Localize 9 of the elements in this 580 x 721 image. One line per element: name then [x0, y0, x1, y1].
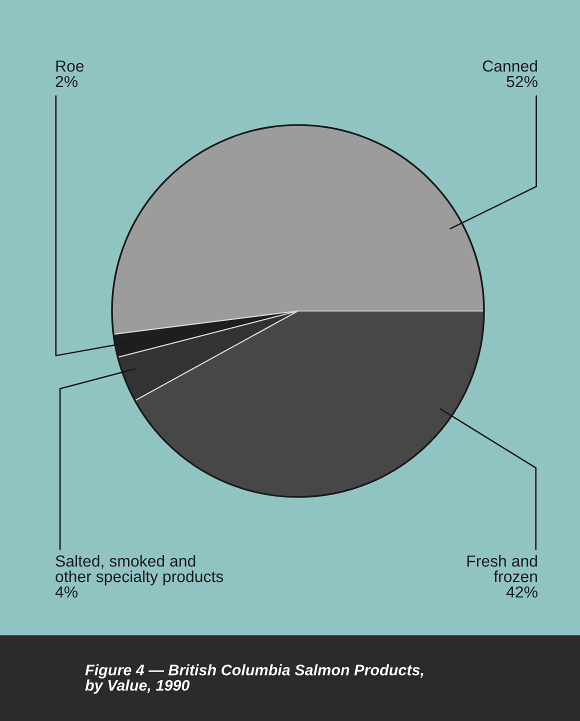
slice-label: Fresh and frozen — [467, 555, 537, 582]
text: Figure 4 — British Columbia Salmon Products, by Value, 1990 — [85, 664, 424, 694]
data-label: 4% — [55, 586, 78, 598]
slice-label: Roe — [56, 60, 84, 72]
slice-label: Canned — [482, 60, 537, 72]
data-label: 42% — [506, 586, 538, 598]
slice-label: Salted, smoked and other specialty products — [56, 555, 224, 586]
data-label: 52% — [506, 76, 538, 88]
data-label: 2% — [56, 76, 78, 88]
